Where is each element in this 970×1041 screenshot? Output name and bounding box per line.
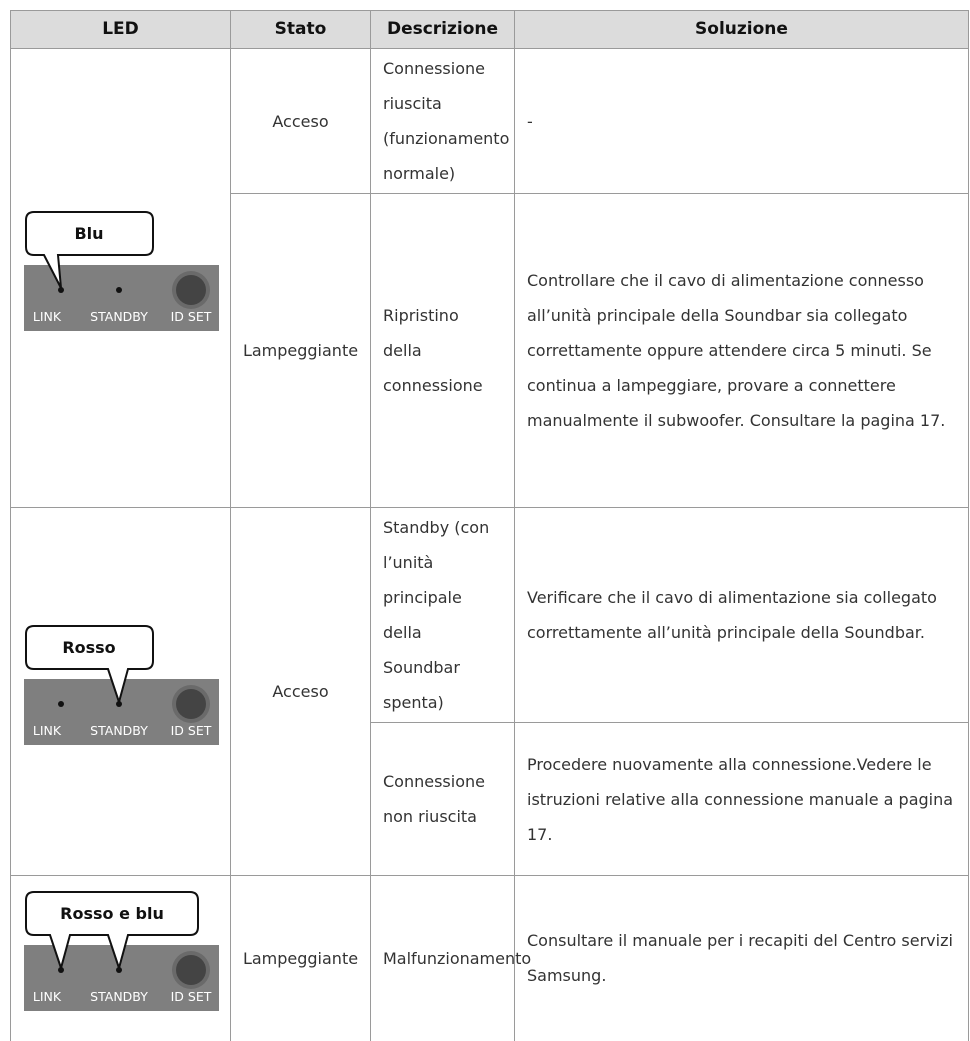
panel-label: ID SET — [170, 309, 211, 324]
header-row: LED Stato Descrizione Soluzione — [10, 10, 969, 49]
led-cell: Blu LINK STANDBY ID SET — [10, 48, 231, 508]
panel-label: LINK — [32, 989, 61, 1004]
soluzione-cell: Verificare che il cavo di alimentazione … — [514, 507, 969, 723]
stato-cell: Acceso — [230, 507, 371, 876]
row: Blu LINK STANDBY ID SET Acceso Connessio… — [10, 48, 969, 508]
bubble-label: Blu — [74, 224, 103, 243]
header-cell: Soluzione — [514, 10, 969, 49]
soluzione-cell: Procedere nuovamente alla connessione.Ve… — [514, 722, 969, 876]
panel-label: LINK — [32, 309, 61, 324]
row: Connessione non riuscita Procedere nuova… — [11, 722, 969, 876]
panel-label: STANDBY — [90, 723, 148, 738]
panel-label: LINK — [32, 723, 61, 738]
panel-label: ID SET — [170, 989, 211, 1004]
panel-label: STANDBY — [90, 989, 148, 1004]
descrizione-cell: Connessione non riuscita — [370, 722, 515, 876]
stato-cell: Acceso — [230, 48, 371, 194]
led-panel: Blu LINK STANDBY ID SET — [23, 211, 219, 331]
descrizione-cell: Standby (con l’unità principale della So… — [370, 507, 515, 723]
soluzione-cell: Controllare che il cavo di alimentazione… — [514, 193, 969, 508]
bubble-label: Rosso — [62, 638, 115, 657]
led-panel: Rosso LINK STANDBY ID SET — [23, 624, 219, 745]
led-table: LED Stato Descrizione Soluzione Blu LINK… — [10, 10, 969, 1041]
header-cell: LED — [10, 10, 231, 49]
soluzione-cell: - — [514, 48, 969, 194]
header-cell: Stato — [230, 10, 371, 49]
bubble-label: Rosso e blu — [60, 904, 164, 923]
led-cell: Rosso LINK STANDBY ID SET — [10, 507, 231, 876]
led-cell: Rosso e blu LINK STANDBY ID SET — [10, 875, 231, 1041]
stato-cell: Lampeggiante — [230, 193, 371, 508]
panel-label: STANDBY — [90, 309, 148, 324]
row: Lampeggiante Ripristino della connession… — [11, 193, 969, 508]
led-panel: Rosso e blu LINK STANDBY ID SET — [23, 891, 219, 1012]
panel-label: ID SET — [170, 723, 211, 738]
descrizione-cell: Malfunzionamento — [370, 875, 531, 1041]
descrizione-cell: Connessione riuscita (funzionamento norm… — [370, 48, 515, 194]
soluzione-cell: Consultare il manuale per i recapiti del… — [514, 875, 969, 1041]
stato-cell: Lampeggiante — [230, 875, 371, 1041]
header-cell: Descrizione — [370, 10, 515, 49]
row: Rosso e blu LINK STANDBY ID SET Lampeggi… — [10, 875, 969, 1041]
descrizione-cell: Ripristino della connessione — [370, 193, 515, 508]
row: Rosso LINK STANDBY ID SET Acceso Standby… — [10, 507, 969, 876]
page: {"table": { "header": ["LED", "Stato", "… — [10, 10, 969, 1041]
